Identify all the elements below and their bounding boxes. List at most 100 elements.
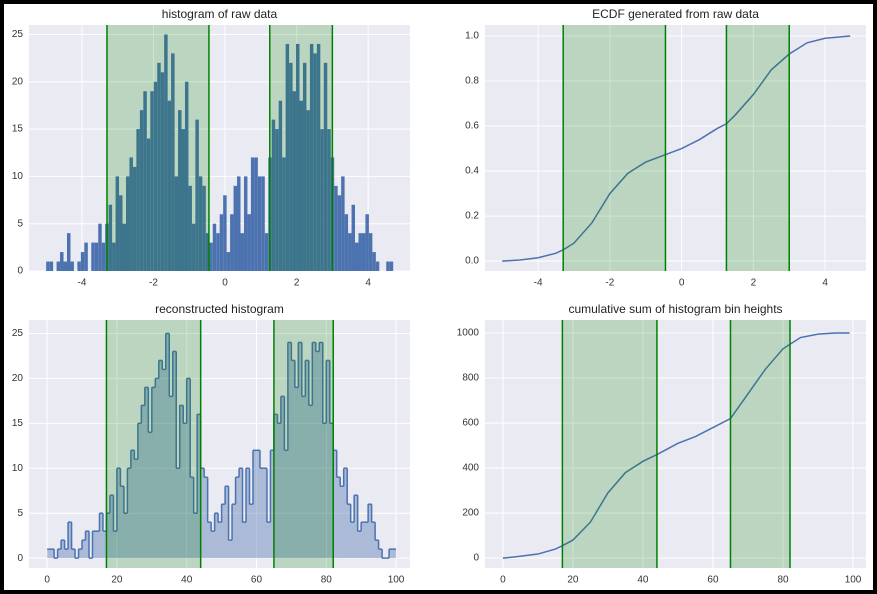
step-fill (211, 531, 215, 559)
y-tick-label: 5 (17, 218, 23, 229)
bar (237, 176, 241, 271)
bar (164, 34, 168, 271)
bar (316, 43, 321, 271)
y-tick-label: 1.0 (465, 31, 479, 42)
step-fill (116, 468, 121, 559)
chart-title: histogram of raw data (162, 7, 278, 21)
bar (355, 242, 359, 271)
step-fill (350, 522, 355, 559)
step-fill (71, 549, 76, 559)
y-tick-label: 0 (17, 266, 23, 277)
step-fill (176, 468, 180, 559)
x-tick-label: 40 (637, 575, 649, 586)
bar (191, 223, 196, 271)
bar (70, 261, 74, 271)
bar (230, 214, 234, 271)
x-tick-label: 0 (222, 278, 228, 289)
bar (292, 91, 297, 271)
bar (60, 252, 64, 271)
y-tick-label: 0.0 (465, 256, 479, 267)
step-fill (364, 522, 369, 559)
step-fill (144, 387, 149, 559)
step-fill (155, 378, 159, 559)
step-fill (319, 342, 323, 559)
bar (112, 242, 116, 271)
bar (257, 176, 262, 271)
y-tick-label: 10 (12, 171, 24, 182)
step-fill (169, 396, 173, 559)
bar (125, 176, 130, 271)
step-fill (130, 450, 135, 559)
bar (205, 233, 210, 271)
bar (143, 91, 147, 271)
step-fill (127, 468, 131, 559)
step-fill (68, 522, 72, 559)
bar (313, 53, 317, 272)
step-fill (137, 423, 142, 559)
bar (243, 176, 248, 271)
bar (195, 119, 199, 271)
y-tick-label: 1000 (457, 328, 480, 339)
x-tick-label: 80 (777, 575, 789, 586)
bar (139, 110, 144, 272)
bar (327, 129, 331, 271)
step-fill (375, 540, 379, 559)
bar (46, 261, 50, 271)
line (502, 332, 850, 559)
step-fill (294, 387, 299, 559)
step-fill (368, 504, 372, 559)
bar (209, 242, 213, 271)
bar (188, 185, 192, 271)
step-fill (50, 549, 55, 559)
span (269, 25, 333, 271)
bar (361, 233, 366, 271)
bar (49, 261, 54, 271)
step-fill (263, 468, 267, 559)
bar (174, 176, 179, 271)
bar (282, 157, 286, 271)
bar (375, 261, 380, 271)
x-tick-label: 100 (845, 575, 862, 586)
step-fill (186, 378, 191, 559)
bar (160, 72, 165, 271)
step-fill (273, 414, 278, 559)
step-fill (256, 450, 260, 559)
step-fill (82, 540, 86, 559)
bar (80, 252, 85, 271)
step-fill (57, 549, 62, 559)
y-tick-label: 0 (17, 553, 23, 564)
step-fill (284, 450, 288, 559)
step-fill (239, 468, 243, 559)
step-fill (333, 450, 337, 559)
bar (77, 261, 81, 271)
step-fill (242, 522, 247, 559)
step-fill (259, 468, 264, 559)
step-fill (252, 450, 257, 559)
step-fill (392, 549, 397, 559)
bar (171, 53, 175, 272)
bar (122, 223, 126, 271)
bar (299, 100, 303, 271)
step-fill (301, 396, 306, 559)
x-tick-label: 100 (388, 575, 405, 586)
bar (184, 81, 189, 272)
step-fill (61, 540, 65, 559)
bar (264, 233, 269, 271)
bar (181, 129, 185, 271)
step-fill (134, 459, 138, 559)
bar (98, 223, 102, 271)
step-fill (218, 522, 222, 559)
bar (167, 100, 172, 271)
bar (216, 233, 220, 271)
step-fill (78, 549, 83, 559)
x-tick-label: 60 (707, 575, 719, 586)
bar (132, 166, 137, 271)
y-tick-label: 200 (462, 508, 479, 519)
step-fill (235, 477, 240, 559)
bar (150, 91, 154, 271)
bar (261, 176, 265, 271)
step-fill (347, 504, 351, 559)
bar (157, 62, 161, 271)
y-tick-label: 25 (12, 328, 24, 339)
bar (91, 242, 95, 271)
